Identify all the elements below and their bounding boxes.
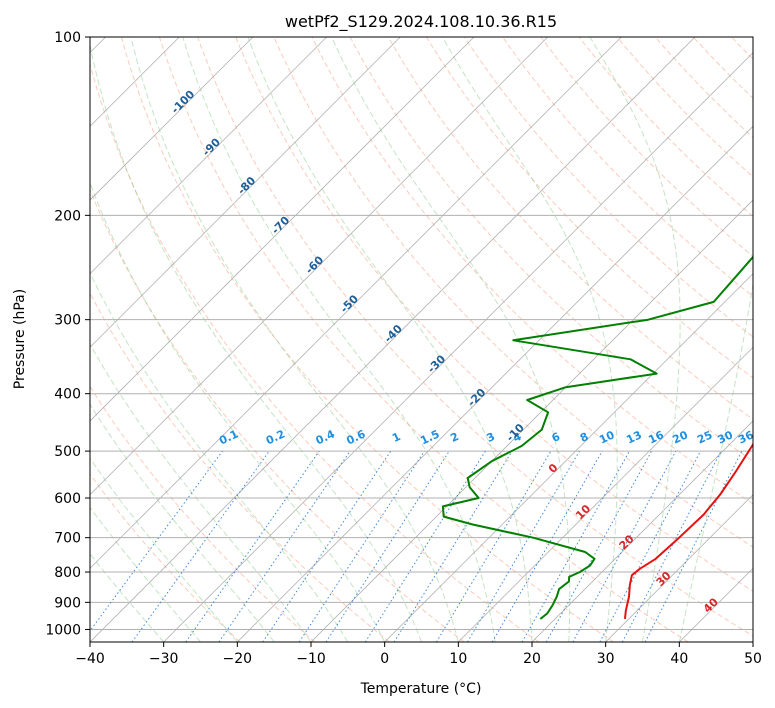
mixing-ratio-line <box>325 450 450 642</box>
series-line-2 <box>441 255 753 620</box>
mixing-ratio-line <box>545 450 653 642</box>
moist-adiabat <box>247 37 533 642</box>
mixing-ratio-label: 20 <box>671 428 691 446</box>
y-tick-label: 500 <box>54 444 81 460</box>
x-tick-label: 40 <box>670 651 688 667</box>
mixing-ratio-label: 36 <box>736 428 756 446</box>
moist-adiabat <box>90 457 238 642</box>
isotherm <box>531 420 753 642</box>
dry-adiabat <box>349 37 753 462</box>
mixing-ratio-line <box>521 450 630 642</box>
dry-adiabat <box>540 37 753 257</box>
dry-adiabat <box>90 473 241 642</box>
moist-adiabat <box>90 42 422 642</box>
mixing-ratio-line <box>467 450 580 642</box>
mixing-ratio-label: 10 <box>597 428 617 446</box>
dry-adiabat <box>464 37 753 338</box>
mixing-ratio-line <box>218 450 351 642</box>
dry-adiabat <box>90 292 390 642</box>
x-tick-label: 0 <box>380 651 389 667</box>
x-tick-label: 50 <box>744 651 762 667</box>
dry-adiabat <box>311 37 753 505</box>
x-tick-label: 10 <box>449 651 467 667</box>
moist-adiabat <box>90 271 349 642</box>
y-axis-label: Pressure (hPa) <box>12 289 28 389</box>
x-tick-label: −10 <box>296 651 326 667</box>
y-tick-label: 1000 <box>45 622 81 638</box>
mixing-ratio-line <box>364 450 486 642</box>
y-tick-label: 100 <box>54 30 81 46</box>
dry-adiabat <box>90 62 540 642</box>
plot-frame <box>89 36 754 643</box>
dry-adiabat <box>425 37 753 379</box>
chart-title: wetPf2_S129.2024.108.10.36.R15 <box>285 12 557 32</box>
moist-adiabat <box>130 37 459 642</box>
mixing-ratio-label: 30 <box>716 428 736 446</box>
dry-adiabat <box>90 385 316 642</box>
moist-adiabat <box>589 37 681 642</box>
y-axis: 100 200 300 400 500 600 700 800 900 1000 <box>45 30 90 638</box>
moist-adiabat <box>331 37 571 642</box>
mixing-ratio-label: 16 <box>646 428 666 446</box>
isotherm <box>605 494 753 642</box>
y-tick-label: 800 <box>54 565 81 581</box>
moist-adiabat <box>90 181 386 642</box>
x-axis-label: Temperature (°C) <box>360 681 482 697</box>
moist-adiabat <box>90 343 312 642</box>
isotherm <box>90 37 254 201</box>
mixing-ratio-label: 13 <box>624 428 643 446</box>
dry-adiabat <box>90 188 465 642</box>
moist-adiabat <box>90 553 165 642</box>
mixing-ratio-line <box>393 450 513 642</box>
y-tick-label: 900 <box>54 595 81 611</box>
x-tick-label: −30 <box>149 651 179 667</box>
x-tick-label: 30 <box>597 651 615 667</box>
mixing-ratio-label: 25 <box>695 428 714 446</box>
mixing-ratio-line <box>491 450 603 642</box>
isotherm <box>310 199 753 642</box>
y-tick-label: 600 <box>54 491 81 507</box>
isotherm <box>90 37 622 569</box>
isotherm <box>384 273 753 642</box>
plot-area <box>90 37 753 642</box>
mixing-ratio-line <box>572 450 677 642</box>
dry-adiabat <box>235 37 753 592</box>
isotherm <box>90 37 548 496</box>
isotherm <box>237 125 753 642</box>
x-axis: −40 −30 −20 −10 0 10 20 30 40 50 <box>75 642 762 667</box>
moist-adiabat <box>441 37 618 642</box>
y-tick-label: 400 <box>54 387 81 403</box>
isotherm <box>458 346 753 642</box>
y-tick-label: 700 <box>54 531 81 547</box>
isotherm <box>90 37 475 422</box>
isotherm <box>163 52 753 642</box>
mixing-ratio-line <box>185 450 320 642</box>
x-tick-label: −40 <box>75 651 105 667</box>
dry-adiabat <box>120 37 614 642</box>
moist-adiabat <box>678 280 753 642</box>
dry-adiabat <box>273 37 753 548</box>
moist-adiabat <box>90 506 201 642</box>
y-tick-label: 200 <box>54 208 81 224</box>
isotherm <box>90 37 696 642</box>
y-tick-label: 300 <box>54 313 81 329</box>
mixing-ratio-line <box>435 450 552 642</box>
series-line-1 <box>624 442 753 619</box>
x-tick-label: −20 <box>223 651 253 667</box>
isotherm <box>90 37 401 348</box>
x-tick-label: 20 <box>523 651 541 667</box>
isotherm <box>90 37 327 275</box>
moist-adiabat <box>90 403 275 642</box>
